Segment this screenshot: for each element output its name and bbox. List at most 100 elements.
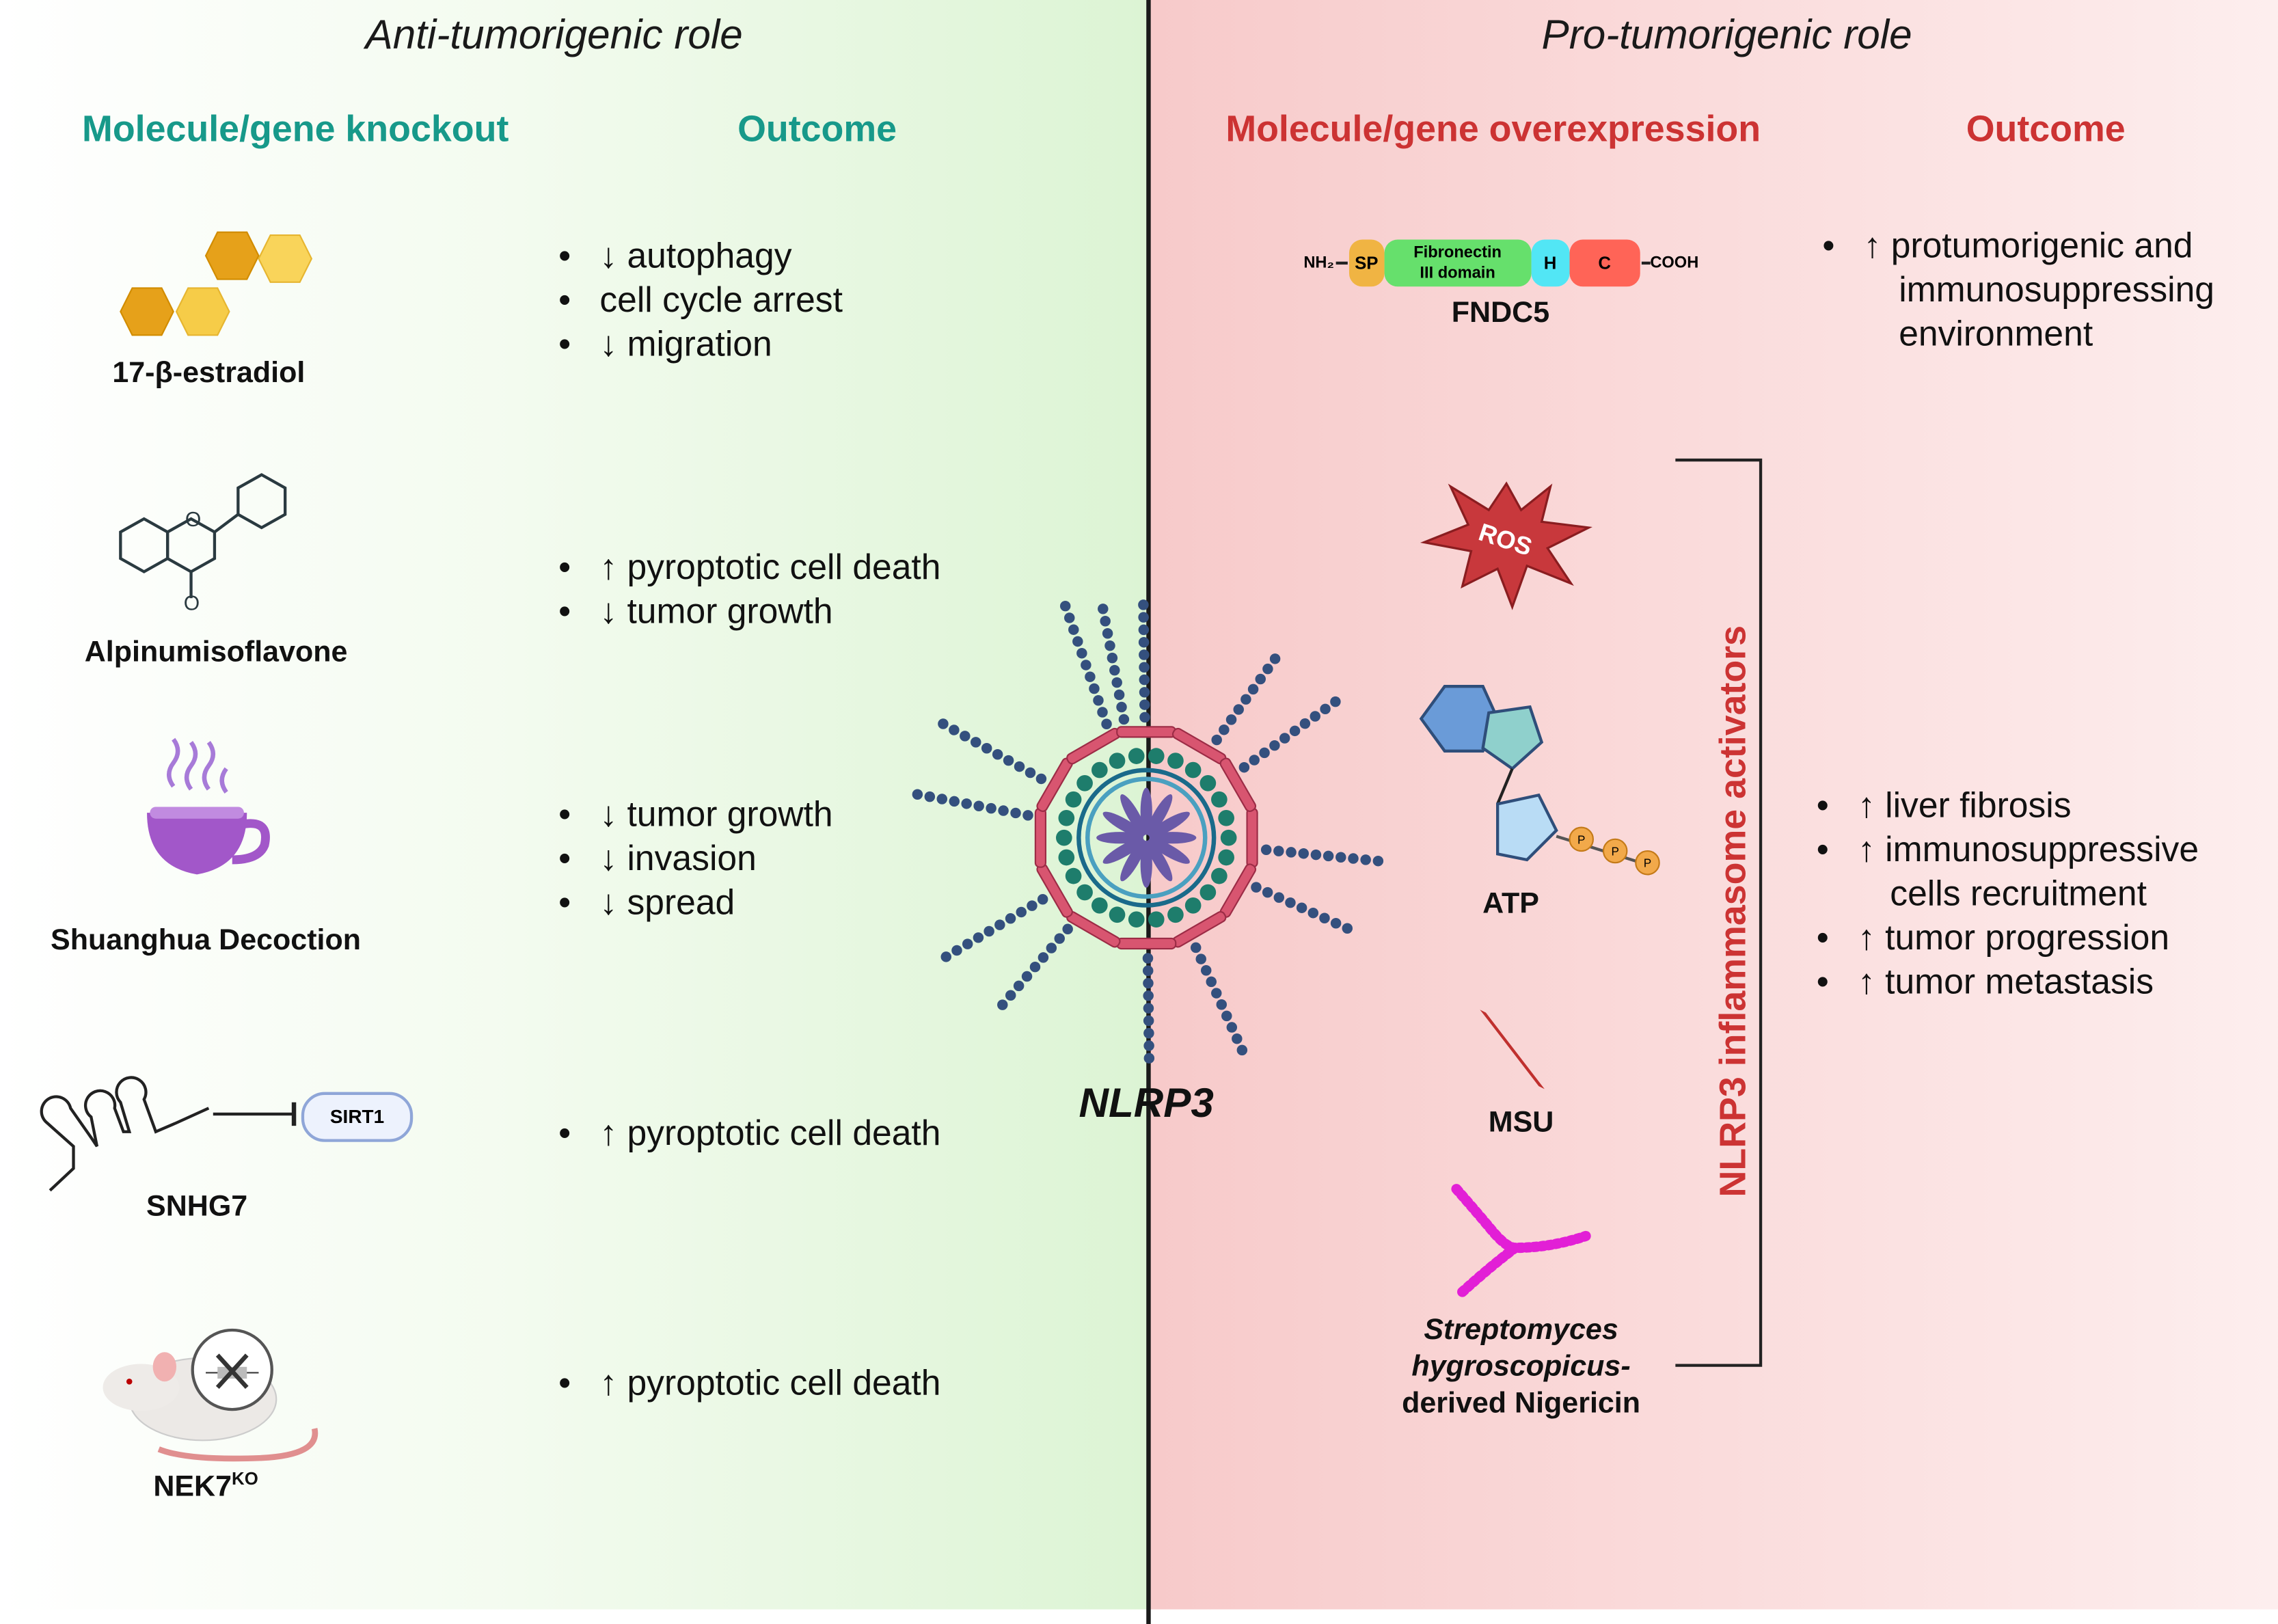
spoke-bead xyxy=(1104,640,1115,651)
atp-molecule-icon: P P P xyxy=(1419,685,1660,876)
spoke-bead xyxy=(1139,687,1150,698)
phosphate-label: P xyxy=(1577,833,1585,846)
outcome-item: ↓ spread xyxy=(558,882,833,926)
overexpression-header: Molecule/gene overexpression xyxy=(1225,109,1761,150)
fndc5-label: FNDC5 xyxy=(1451,297,1550,329)
pyd-segment xyxy=(1034,807,1047,868)
spoke-bead xyxy=(1249,755,1260,766)
spoke-bead xyxy=(1330,696,1341,707)
spoke-bead xyxy=(1236,1044,1248,1056)
nlrp3-label: NLRP3 xyxy=(1079,1080,1214,1126)
spoke-bead xyxy=(1046,943,1057,953)
spoke-bead xyxy=(1098,604,1109,614)
outcome-list-activators: ↑ liver fibrosis ↑ immunosuppressive cel… xyxy=(1817,785,2199,1005)
spoke-bead xyxy=(1081,660,1091,671)
spoke-bead xyxy=(981,743,992,754)
spoke-bead xyxy=(1062,923,1073,935)
phosphate-label: P xyxy=(1644,856,1651,870)
outcome-item: ↑ pyroptotic cell death xyxy=(558,547,940,591)
pyd-segment xyxy=(1116,726,1177,738)
spoke-bead xyxy=(1068,624,1079,635)
nigericin-line: derived Nigericin xyxy=(1402,1387,1641,1420)
nacht-bead xyxy=(1211,867,1228,884)
spoke-bead xyxy=(1310,711,1320,722)
asc-petal xyxy=(1102,811,1144,838)
spoke-bead xyxy=(1233,704,1244,715)
spoke-bead xyxy=(1139,699,1150,710)
nacht-bead xyxy=(1091,897,1108,914)
spoke-bead xyxy=(1320,703,1331,715)
spoke-bead xyxy=(1138,624,1150,636)
spoke-bead xyxy=(971,737,981,748)
spoke-bead xyxy=(1360,854,1371,865)
outcome-list-alpinumisoflavone: ↑ pyroptotic cell death ↓ tumor growth xyxy=(558,547,940,635)
asc-petal xyxy=(1148,838,1190,864)
spoke-bead xyxy=(1139,674,1150,686)
nigericin-icon xyxy=(1451,1184,1591,1297)
lrr-ring xyxy=(1085,776,1208,899)
spoke-bead xyxy=(1195,953,1206,964)
c-terminus: COOH xyxy=(1650,254,1699,272)
pyd-segment xyxy=(1246,807,1258,868)
outcome-item: ↑ immunosuppressive xyxy=(1817,829,2199,874)
spoke-bead xyxy=(961,798,972,809)
spoke-bead xyxy=(1010,807,1021,819)
asc-petal xyxy=(1146,794,1173,836)
right-outcome-header: Outcome xyxy=(1966,109,2126,150)
knockout-mouse-icon xyxy=(103,1328,318,1462)
spoke-bead xyxy=(984,925,994,937)
spoke-bead xyxy=(998,805,1009,816)
spoke-bead xyxy=(1111,677,1122,688)
nacht-bead xyxy=(1220,829,1237,846)
nacht-bead xyxy=(1055,829,1072,846)
nlrp3-inflammasome-icon xyxy=(912,599,1384,1064)
nacht-bead xyxy=(1211,791,1228,808)
domain-h: H xyxy=(1531,239,1570,287)
pyd-segment xyxy=(1116,937,1177,950)
spoke-bead xyxy=(924,791,936,802)
spoke-bead xyxy=(1021,971,1033,982)
spoke-bead xyxy=(1016,906,1027,918)
spoke-bead xyxy=(1037,894,1048,905)
domain-label: SP xyxy=(1355,252,1379,273)
spoke-bead xyxy=(1027,900,1038,911)
spoke-bead xyxy=(1089,683,1100,694)
sirt1-badge: SIRT1 xyxy=(301,1092,413,1142)
spoke-bead xyxy=(1279,733,1290,744)
spoke-bead xyxy=(1221,1010,1232,1022)
spoke-bead xyxy=(1014,761,1025,772)
spoke-bead xyxy=(1262,887,1273,898)
spoke-bead xyxy=(1298,848,1309,859)
svg-text:O: O xyxy=(185,509,201,531)
spoke-bead xyxy=(1335,852,1346,863)
spoke-bead xyxy=(1216,999,1228,1010)
spoke-bead xyxy=(1005,913,1016,924)
spoke-bead xyxy=(1076,647,1087,659)
outcome-list-shuanghua: ↓ tumor growth ↓ invasion ↓ spread xyxy=(558,794,833,926)
outcome-item: ↓ migration xyxy=(558,323,843,368)
nacht-bead xyxy=(1091,761,1108,779)
knockout-header: Molecule/gene knockout xyxy=(82,109,509,150)
spoke-bead xyxy=(986,802,996,814)
nacht-bead xyxy=(1184,897,1202,914)
spoke-bead xyxy=(1116,701,1127,713)
spoke-bead xyxy=(1310,849,1322,861)
spoke-bead xyxy=(1319,912,1330,923)
asc-petal xyxy=(1146,840,1173,882)
nacht-bead xyxy=(1167,753,1184,769)
msu-crystal-icon xyxy=(1480,1010,1545,1090)
nigericin-label: Streptomyces hygroscopicus- derived Nige… xyxy=(1402,1312,1640,1422)
nigericin-line: hygroscopicus- xyxy=(1411,1351,1631,1383)
nacht-bead xyxy=(1167,906,1184,923)
spoke-bead xyxy=(1238,761,1250,773)
domain-c: C xyxy=(1569,239,1640,287)
outcome-item: ↓ tumor growth xyxy=(558,591,940,635)
sirt1-label: SIRT1 xyxy=(329,1105,385,1128)
atp-label: ATP xyxy=(1482,887,1539,921)
spoke-bead xyxy=(1029,961,1041,973)
spoke-bead xyxy=(1138,636,1150,648)
nacht-bead xyxy=(1184,761,1202,779)
outcome-item: ↑ protumorigenic and xyxy=(1822,225,2214,269)
nacht-bead xyxy=(1218,849,1234,866)
outcome-item: ↑ tumor metastasis xyxy=(1817,961,2199,1005)
